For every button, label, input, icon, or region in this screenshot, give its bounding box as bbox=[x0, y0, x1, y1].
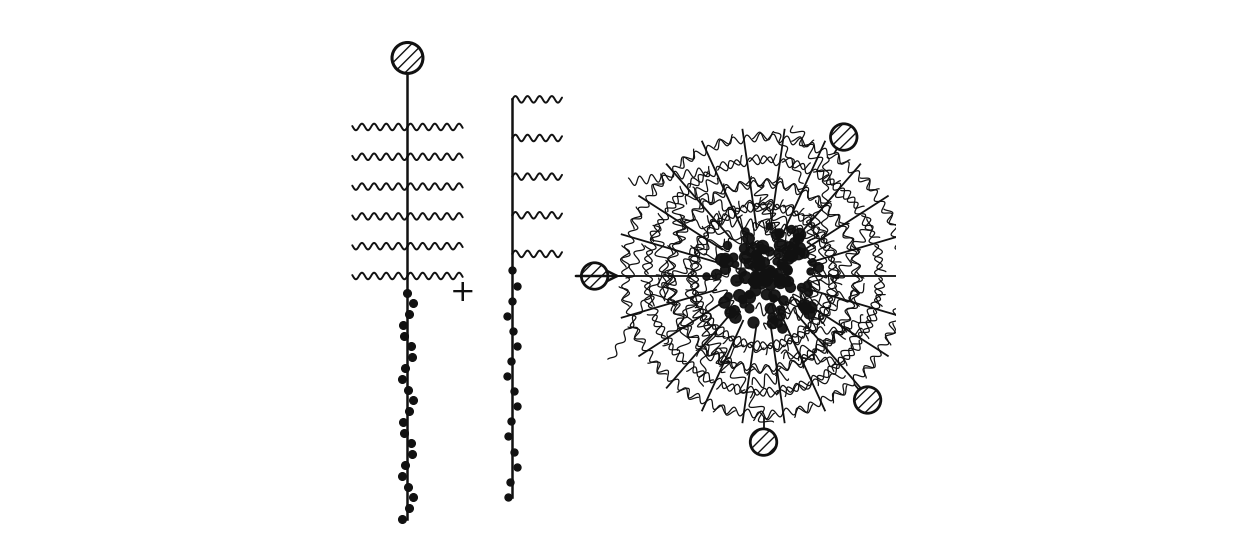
Text: +: + bbox=[450, 278, 475, 307]
